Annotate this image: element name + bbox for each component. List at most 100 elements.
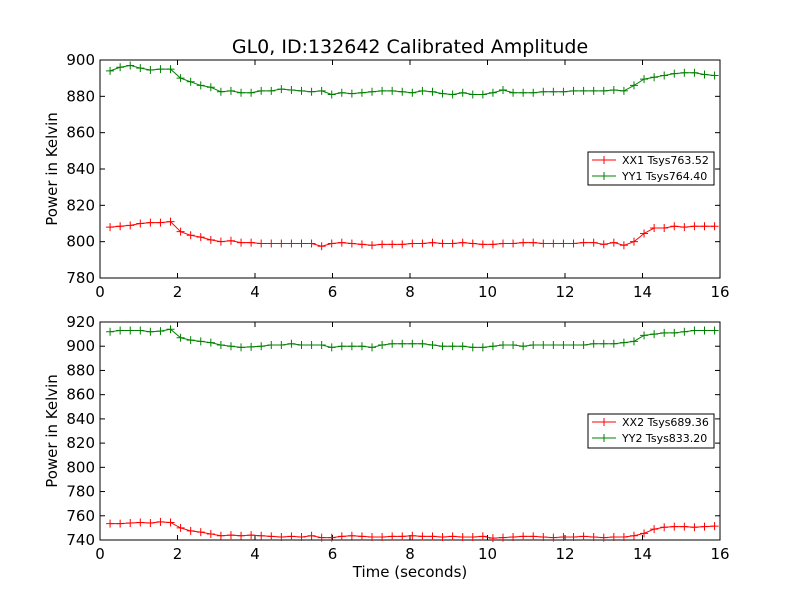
top-data-point (257, 239, 266, 248)
bottom-xtick-label: 14 (633, 545, 652, 563)
bottom-data-point (589, 339, 598, 348)
bottom-data-point (146, 327, 155, 336)
top-data-point (428, 238, 437, 247)
top-data-point (478, 90, 487, 99)
top-data-point (378, 240, 387, 249)
top-data-point (307, 239, 316, 248)
top-data-point (327, 239, 336, 248)
top-data-point (408, 239, 417, 248)
top-data-point (398, 87, 407, 96)
bottom-data-point (458, 532, 467, 541)
top-data-point (267, 239, 276, 248)
top-legend: XX1 Tsys763.52 YY1 Tsys764.40 (587, 151, 715, 186)
top-data-point (519, 238, 528, 247)
bottom-data-point (398, 339, 407, 348)
bottom-data-point (428, 341, 437, 350)
bottom-data-point (277, 532, 286, 541)
top-data-point (418, 86, 427, 95)
top-data-point (317, 242, 326, 251)
top-xtick-label: 4 (250, 283, 260, 301)
bottom-data-point (136, 326, 145, 335)
top-data-point (408, 88, 417, 97)
top-data-point (670, 222, 679, 231)
top-data-point (176, 227, 185, 236)
bottom-data-point (408, 531, 417, 540)
top-data-point (488, 88, 497, 97)
top-data-point (337, 238, 346, 247)
bottom-legend-box (587, 413, 715, 449)
bottom-data-point (559, 532, 568, 541)
top-data-point (569, 86, 578, 95)
top-data-point (136, 219, 145, 228)
bottom-ytick-label: 840 (66, 410, 95, 428)
top-data-point (589, 238, 598, 247)
top-data-point (579, 238, 588, 247)
bottom-data-point (438, 342, 447, 351)
bottom-data-point (196, 528, 205, 537)
bottom-data-point (519, 342, 528, 351)
top-data-point (670, 69, 679, 78)
bottom-data-point (448, 342, 457, 351)
bottom-data-point (378, 532, 387, 541)
bottom-data-point (327, 533, 336, 542)
top-data-point (529, 88, 538, 97)
bottom-legend-label-yy2: YY2 Tsys833.20 (621, 432, 707, 445)
bottom-data-point (287, 532, 296, 541)
bottom-data-point (166, 325, 175, 334)
top-series-markers-0 (106, 217, 719, 251)
top-data-point (257, 86, 266, 95)
top-data-point (650, 73, 659, 82)
bottom-data-point (106, 519, 115, 528)
top-data-point (710, 222, 719, 231)
top-data-point (509, 88, 518, 97)
bottom-data-point (660, 523, 669, 532)
bottom-data-point (317, 533, 326, 542)
bottom-data-point (509, 341, 518, 350)
bottom-data-point (206, 338, 215, 347)
bottom-data-point (589, 532, 598, 541)
bottom-ytick-label: 780 (66, 483, 95, 501)
bottom-data-point (629, 337, 638, 346)
bottom-legend: XX2 Tsys689.36 YY2 Tsys833.20 (587, 413, 715, 449)
top-data-point (156, 65, 165, 74)
bottom-data-point (428, 532, 437, 541)
top-data-point (428, 87, 437, 96)
top-data-point (357, 88, 366, 97)
top-data-point (660, 71, 669, 80)
top-data-point (458, 88, 467, 97)
bottom-data-point (458, 342, 467, 351)
top-data-point (549, 87, 558, 96)
bottom-ytick-label: 820 (66, 434, 95, 452)
top-data-point (388, 240, 397, 249)
top-data-point (186, 231, 195, 240)
top-data-point (247, 88, 256, 97)
bottom-data-point (549, 533, 558, 542)
bottom-data-point (478, 532, 487, 541)
bottom-data-point (317, 341, 326, 350)
top-legend-label-xx1: XX1 Tsys763.52 (622, 154, 709, 167)
bottom-data-point (327, 343, 336, 352)
bottom-data-point (307, 531, 316, 540)
top-data-point (368, 241, 377, 250)
top-data-point (589, 86, 598, 95)
bottom-data-point (629, 531, 638, 540)
bottom-data-point (176, 333, 185, 342)
top-data-point (116, 222, 125, 231)
bottom-data-point (388, 339, 397, 348)
top-data-point (146, 65, 155, 74)
bottom-data-point (488, 534, 497, 543)
bottom-data-point (559, 341, 568, 350)
top-xtick-label: 0 (95, 283, 105, 301)
bottom-data-point (499, 533, 507, 542)
top-data-point (549, 239, 558, 248)
top-data-point (287, 239, 296, 248)
top-data-point (126, 61, 135, 70)
bottom-data-point (438, 532, 447, 541)
bottom-data-point (478, 343, 487, 352)
top-data-point (206, 83, 215, 92)
top-data-point (297, 239, 306, 248)
bottom-data-point (619, 532, 628, 541)
bottom-ylabel: Power in Kelvin (43, 374, 61, 488)
bottom-data-point (126, 326, 135, 335)
